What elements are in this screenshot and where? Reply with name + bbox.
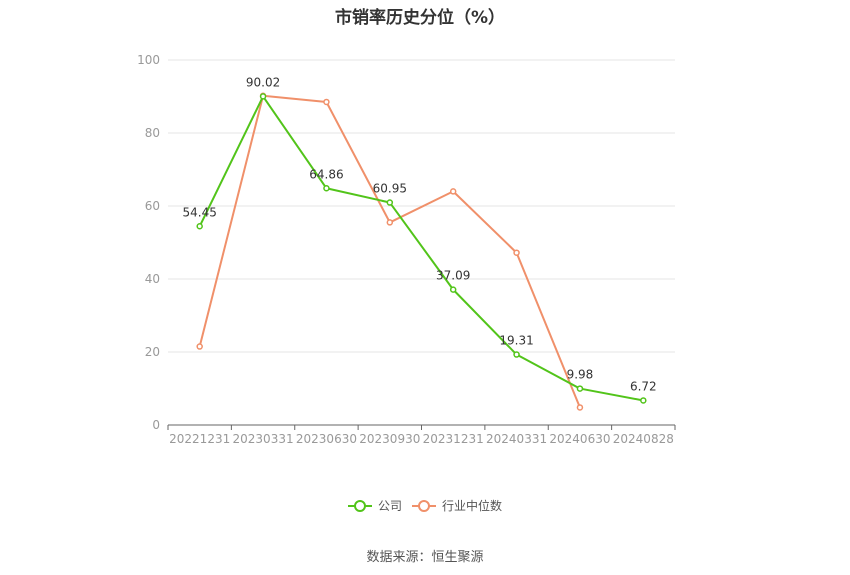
x-tick-label: 20230331 <box>233 432 294 446</box>
data-label: 6.72 <box>630 379 657 393</box>
y-tick-label: 20 <box>145 345 160 359</box>
company-line <box>198 95 644 402</box>
x-tick-label: 20221231 <box>169 432 230 446</box>
y-tick-label: 60 <box>145 199 160 213</box>
x-tick-label: 20231231 <box>423 432 484 446</box>
data-label: 90.02 <box>246 75 280 89</box>
source-note: 数据来源：恒生聚源 <box>366 550 484 565</box>
legend-label: 公司 <box>378 499 402 513</box>
company-point <box>640 397 647 404</box>
y-tick-label: 100 <box>137 53 160 67</box>
chart-title: 市销率历史分位（%） <box>334 8 506 28</box>
x-axis: 20221231 20230331 20230630 20230930 20231231… <box>167 424 676 446</box>
data-label: 19.31 <box>499 334 533 348</box>
industry-line <box>198 94 581 408</box>
data-label: 60.95 <box>373 182 407 196</box>
industry-point <box>449 188 457 195</box>
legend-marker <box>354 500 366 512</box>
data-label: 9.98 <box>567 368 594 382</box>
company-point <box>576 385 584 392</box>
company-point <box>323 185 330 192</box>
y-axis: 0 20 40 60 80 100 <box>137 53 160 432</box>
series-group: 54.45 90.02 64.86 60.95 37.09 19.31 9.98 6.72 <box>183 75 657 411</box>
x-tick-label: 20230930 <box>359 432 420 446</box>
legend-company: 公司 <box>348 499 402 513</box>
industry-point <box>386 219 394 226</box>
x-tick-label: 20240630 <box>549 432 610 446</box>
data-label: 37.09 <box>436 269 470 283</box>
company-point <box>196 223 203 230</box>
company-point <box>386 199 394 206</box>
y-tick-label: 80 <box>145 126 160 140</box>
y-tick-label: 40 <box>145 272 160 286</box>
data-label: 64.86 <box>309 167 343 181</box>
company-point <box>449 286 457 293</box>
industry-point <box>513 249 520 256</box>
x-tick-label: 20230630 <box>296 432 357 446</box>
industry-point <box>576 404 584 411</box>
y-tick-label: 0 <box>152 418 160 432</box>
legend-marker <box>418 500 430 512</box>
company-point <box>259 93 267 100</box>
data-label: 54.45 <box>183 205 217 219</box>
x-tick-label: 20240331 <box>486 432 547 446</box>
legend-label: 行业中位数 <box>442 498 502 513</box>
legend: 公司 行业中位数 <box>348 498 502 513</box>
industry-point <box>323 98 330 106</box>
x-tick-label: 20240828 <box>613 432 674 446</box>
company-point <box>513 351 520 358</box>
legend-industry: 行业中位数 <box>412 498 502 513</box>
industry-point <box>196 343 203 350</box>
